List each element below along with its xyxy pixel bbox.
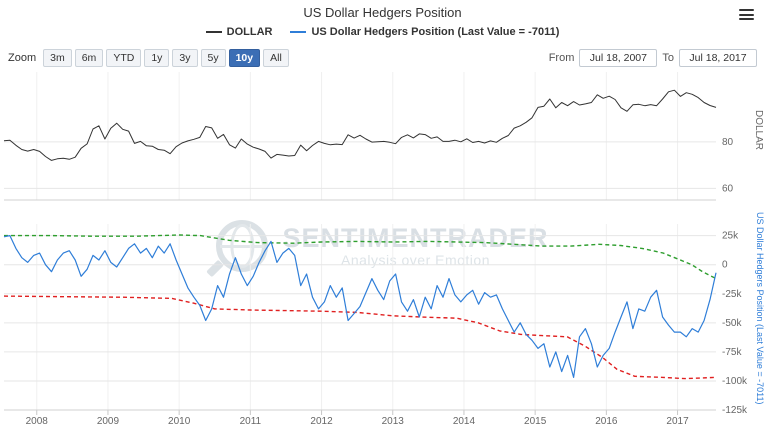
series-upper-band xyxy=(4,234,717,280)
x-tick-label: 2017 xyxy=(666,416,689,427)
to-date-input[interactable] xyxy=(679,49,757,67)
y-tick-label: 80 xyxy=(722,137,734,148)
y-tick-label: -125k xyxy=(722,405,748,416)
range-button-5y[interactable]: 5y xyxy=(200,49,226,67)
x-tick-label: 2012 xyxy=(310,416,333,427)
magnifier-globe-icon xyxy=(206,220,269,278)
y-tick-label: 0 xyxy=(722,260,728,271)
to-label: To xyxy=(662,52,674,64)
x-tick-label: 2013 xyxy=(382,416,405,427)
series-us-dollar-hedgers-position xyxy=(3,235,717,378)
range-button-1y[interactable]: 1y xyxy=(144,49,170,67)
range-button-6m[interactable]: 6m xyxy=(74,49,104,67)
hamburger-menu-icon[interactable] xyxy=(739,9,754,20)
y-tick-label: -100k xyxy=(722,376,748,387)
from-date-input[interactable] xyxy=(579,49,658,67)
legend: DOLLAR US Dollar Hedgers Position (Last … xyxy=(0,26,765,38)
y-tick-label: -75k xyxy=(722,347,742,358)
globe-equator-line xyxy=(220,245,265,248)
y-tick-label: -50k xyxy=(722,318,742,329)
legend-item-hedgers[interactable]: US Dollar Hedgers Position (Last Value =… xyxy=(290,26,559,38)
from-label: From xyxy=(548,52,575,64)
watermark-text: SENTIMENTRADER Analysis over Emotion xyxy=(282,224,548,268)
legend-label-hedgers: US Dollar Hedgers Position (Last Value =… xyxy=(311,26,560,38)
x-tick-label: 2010 xyxy=(168,416,191,427)
series-dollar xyxy=(3,89,717,161)
y-tick-label: 25k xyxy=(722,231,739,242)
x-tick-label: 2016 xyxy=(595,416,618,427)
legend-label-dollar: DOLLAR xyxy=(226,26,273,38)
date-range-controls: From To xyxy=(549,49,757,67)
right-axis-title-hedgers: US Dollar Hedgers Position (Last Value =… xyxy=(755,212,765,405)
series-lower-band xyxy=(3,295,717,380)
y-tick-label: -25k xyxy=(722,289,742,300)
range-button-all[interactable]: All xyxy=(263,49,289,67)
y-tick-label: 60 xyxy=(722,183,734,194)
chart-title: US Dollar Hedgers Position xyxy=(303,5,462,20)
range-selector: Zoom 3m 6m YTD 1y 3y 5y 10y All From To xyxy=(8,49,757,67)
x-tick-label: 2009 xyxy=(97,416,120,427)
zoom-label: Zoom xyxy=(8,52,37,64)
right-axis-title-dollar: DOLLAR xyxy=(753,110,764,151)
legend-swatch-hedgers xyxy=(290,31,307,33)
range-button-ytd[interactable]: YTD xyxy=(106,49,142,67)
x-tick-label: 2014 xyxy=(453,416,476,427)
range-button-3y[interactable]: 3y xyxy=(172,49,198,67)
x-tick-label: 2015 xyxy=(524,416,547,427)
legend-item-dollar[interactable]: DOLLAR xyxy=(205,26,273,38)
x-tick-label: 2011 xyxy=(240,416,262,427)
legend-swatch-dollar xyxy=(205,31,222,33)
range-button-10y[interactable]: 10y xyxy=(228,49,261,67)
watermark: SENTIMENTRADER Analysis over Emotion xyxy=(0,220,765,278)
watermark-tagline: Analysis over Emotion xyxy=(340,252,490,268)
range-button-3m[interactable]: 3m xyxy=(43,49,72,67)
x-tick-label: 2008 xyxy=(26,416,49,427)
watermark-brand: SENTIMENTRADER xyxy=(282,223,549,253)
